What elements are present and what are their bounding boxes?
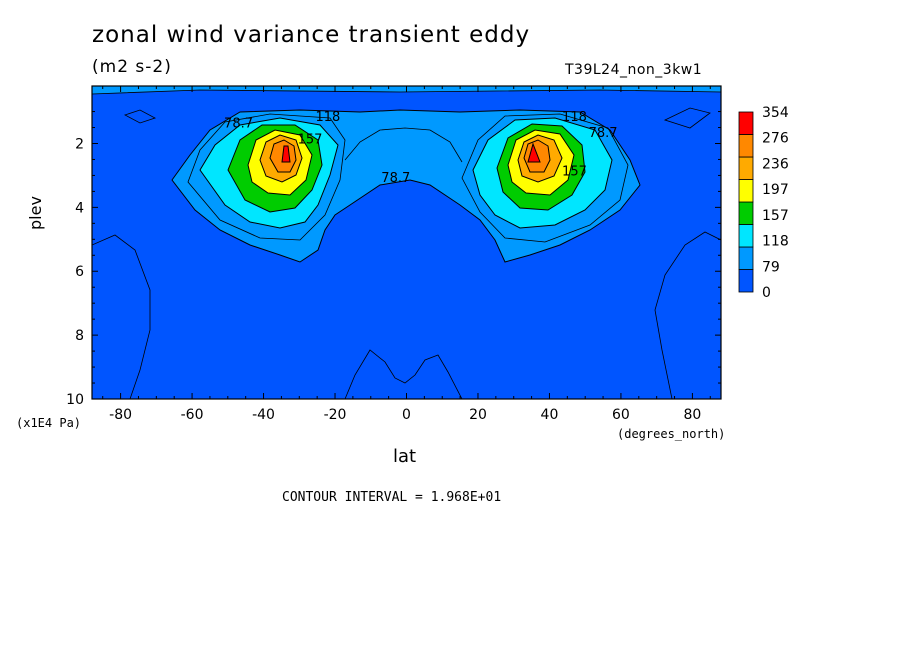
contour-label: 118 (315, 110, 340, 125)
colorbar-swatch (738, 134, 754, 158)
contour-line-inner-south (187, 113, 346, 241)
contour-line-inner-north (461, 113, 629, 243)
contour-line-small-north (663, 107, 711, 129)
colorbar-label: 157 (762, 208, 789, 224)
contour-label: 157 (298, 132, 323, 147)
jet-core-north (527, 142, 541, 163)
x-axis-unit: (degrees_north) (617, 427, 726, 441)
colorbar-swatch (738, 246, 754, 270)
x-tick-label: -20 (324, 407, 347, 423)
contour-line-south-polar (92, 234, 151, 399)
contour-label: 157 (562, 164, 587, 179)
y-tick-label: 6 (75, 264, 84, 280)
colorbar-label: 0 (762, 285, 771, 301)
contour-line-equatorial (344, 127, 463, 163)
chart-units: (m2 s-2) (92, 57, 172, 77)
x-tick-label: -40 (252, 407, 275, 423)
colorbar-label: 276 (762, 131, 789, 147)
colorbar-label: 79 (762, 259, 780, 275)
y-tick-label: 10 (66, 392, 84, 408)
colorbar-swatch (738, 156, 754, 180)
x-axis-label: lat (393, 446, 417, 467)
chart-title: zonal wind variance transient eddy (92, 22, 531, 48)
x-tick-label: 0 (402, 407, 411, 423)
x-tick-label: -80 (109, 407, 132, 423)
contour-line-surface-tropics (344, 349, 463, 399)
x-tick-label: 80 (683, 407, 701, 423)
colorbar-label: 236 (762, 156, 789, 172)
x-tick-label: 40 (541, 407, 559, 423)
plot-area (92, 86, 721, 399)
colorbar-swatch (738, 179, 754, 203)
colorbar-label: 197 (762, 182, 789, 198)
y-tick-label: 8 (75, 328, 84, 344)
contour-line-small-south (123, 109, 157, 124)
y-axis-unit: (x1E4 Pa) (16, 416, 82, 430)
contour-interval: CONTOUR INTERVAL = 1.968E+01 (282, 490, 502, 505)
colorbar-swatch (738, 269, 754, 293)
colorbar: 354 276 236 197 157 118 79 0 (738, 105, 789, 301)
y-tick-label: 4 (75, 200, 84, 216)
x-tick-label: 20 (469, 407, 487, 423)
contour-label: 78.7 (224, 117, 253, 132)
y-tick-label: 2 (75, 136, 84, 152)
contour-label: 118 (562, 110, 587, 125)
x-tick-label: 60 (612, 407, 630, 423)
y-ticks: 2 4 6 8 10 (66, 111, 721, 408)
colorbar-swatch (738, 224, 754, 248)
colorbar-swatch (738, 111, 754, 135)
run-id: T39L24_non_3kw1 (565, 62, 703, 78)
contour-label: 78.7 (589, 126, 618, 141)
colorbar-swatch (738, 201, 754, 225)
x-tick-label: -60 (181, 407, 204, 423)
colorbar-label: 354 (762, 105, 789, 121)
x-ticks: -80 -60 -40 -20 0 20 40 60 80 (102, 86, 711, 423)
contour-line-north-polar (654, 231, 721, 399)
colorbar-label: 118 (762, 234, 789, 250)
jet-core-south (281, 145, 291, 163)
contour-label: 78.7 (381, 171, 410, 186)
